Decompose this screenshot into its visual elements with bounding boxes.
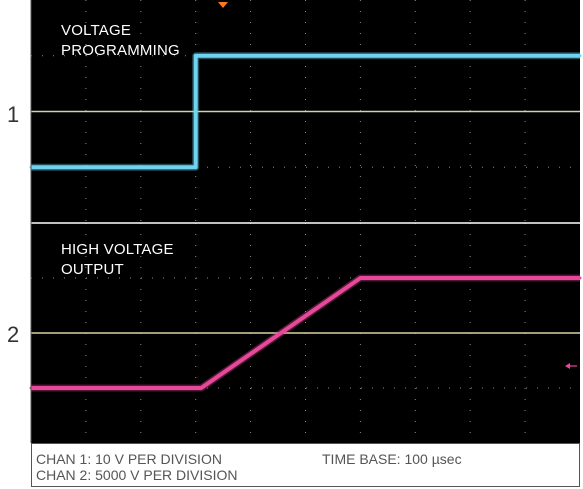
trigger-marker-icon bbox=[218, 2, 228, 8]
channel-2-label-line: HIGH VOLTAGE bbox=[61, 241, 174, 258]
channel-1-label-line: VOLTAGE bbox=[61, 22, 132, 39]
screen-background bbox=[31, 0, 580, 443]
channel-2-number: 2 bbox=[7, 322, 20, 347]
chan1-setting: CHAN 1: 10 V PER DIVISION bbox=[36, 451, 222, 467]
channel-2-trace-point bbox=[578, 276, 582, 280]
traces bbox=[29, 52, 582, 392]
channel-2-label-line: OUTPUT bbox=[61, 261, 124, 278]
channel-1-trace-point bbox=[194, 54, 198, 58]
chan2-setting: CHAN 2: 5000 V PER DIVISION bbox=[36, 467, 238, 483]
level-marker-icon bbox=[565, 363, 577, 369]
channel-1-trace-label: VOLTAGE PROGRAMMING bbox=[61, 21, 180, 61]
settings-footer: CHAN 1: 10 V PER DIVISION CHAN 2: 5000 V… bbox=[31, 443, 580, 487]
channel-2-trace bbox=[31, 276, 580, 390]
channel-1-label-line: PROGRAMMING bbox=[61, 42, 180, 59]
timebase-setting: TIME BASE: 100 µsec bbox=[322, 451, 462, 467]
channel-1-number: 1 bbox=[7, 102, 20, 127]
channel-1-trace-point bbox=[578, 54, 582, 58]
channel-2-trace-point bbox=[358, 276, 362, 280]
channel-2-trace-point bbox=[199, 386, 203, 390]
channel-2-trace-label: HIGH VOLTAGE OUTPUT bbox=[61, 240, 174, 280]
channel-1-trace-point bbox=[194, 165, 198, 169]
channel-1-trace bbox=[31, 53, 580, 170]
reference-lines bbox=[31, 110, 580, 334]
